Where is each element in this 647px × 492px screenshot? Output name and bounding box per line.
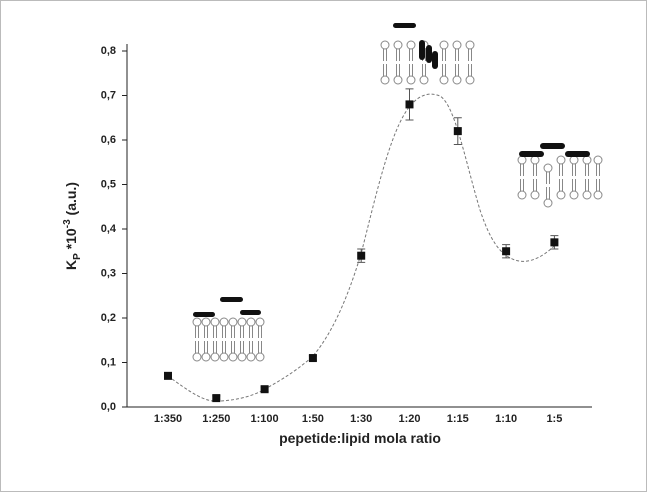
point bbox=[260, 385, 269, 394]
y-tick-label: 0,4 bbox=[101, 223, 117, 235]
y-tick-label: 0,6 bbox=[101, 134, 116, 146]
fit-curve bbox=[167, 93, 555, 402]
x-tick-label: 1:50 bbox=[302, 413, 324, 425]
x-tick-label: 1:15 bbox=[447, 413, 469, 425]
x-tick-label: 1:350 bbox=[154, 413, 182, 425]
x-tick-label: 1:250 bbox=[202, 413, 230, 425]
y-tick-label: 0,7 bbox=[101, 89, 116, 101]
y-label-sub: P bbox=[72, 253, 83, 260]
x-tick-label: 1:5 bbox=[546, 413, 562, 425]
membrane-high bbox=[517, 143, 603, 208]
y-label-mid: *10 bbox=[63, 228, 79, 253]
x-tick-label: 1:30 bbox=[350, 413, 372, 425]
y-tick-label: 0,8 bbox=[101, 45, 116, 57]
x-tick-label: 1:100 bbox=[251, 413, 279, 425]
y-label-end: (a.u.) bbox=[63, 182, 79, 219]
y-axis-label: KP *10-3 (a.u.) bbox=[62, 182, 83, 270]
point bbox=[164, 371, 172, 380]
y-tick-label: 0,5 bbox=[101, 178, 116, 190]
y-tick-label: 0,0 bbox=[101, 401, 116, 413]
point bbox=[453, 127, 462, 136]
point bbox=[308, 354, 317, 363]
point bbox=[550, 238, 559, 247]
point bbox=[502, 247, 511, 256]
y-tick-label: 0,1 bbox=[101, 356, 116, 368]
x-tick-label: 1:10 bbox=[495, 413, 517, 425]
point bbox=[212, 394, 221, 403]
y-tick-label: 0,3 bbox=[101, 267, 116, 279]
point bbox=[357, 251, 366, 260]
x-tick-label: 1:20 bbox=[398, 413, 420, 425]
y-label-base: K bbox=[63, 260, 79, 270]
membrane-peak bbox=[380, 23, 475, 85]
point bbox=[405, 100, 414, 109]
y-tick-label: 0,2 bbox=[101, 312, 116, 324]
y-label-sup: -3 bbox=[62, 219, 73, 228]
x-axis-label: pepetide:lipid mola ratio bbox=[279, 430, 441, 446]
membrane-low bbox=[192, 297, 265, 362]
